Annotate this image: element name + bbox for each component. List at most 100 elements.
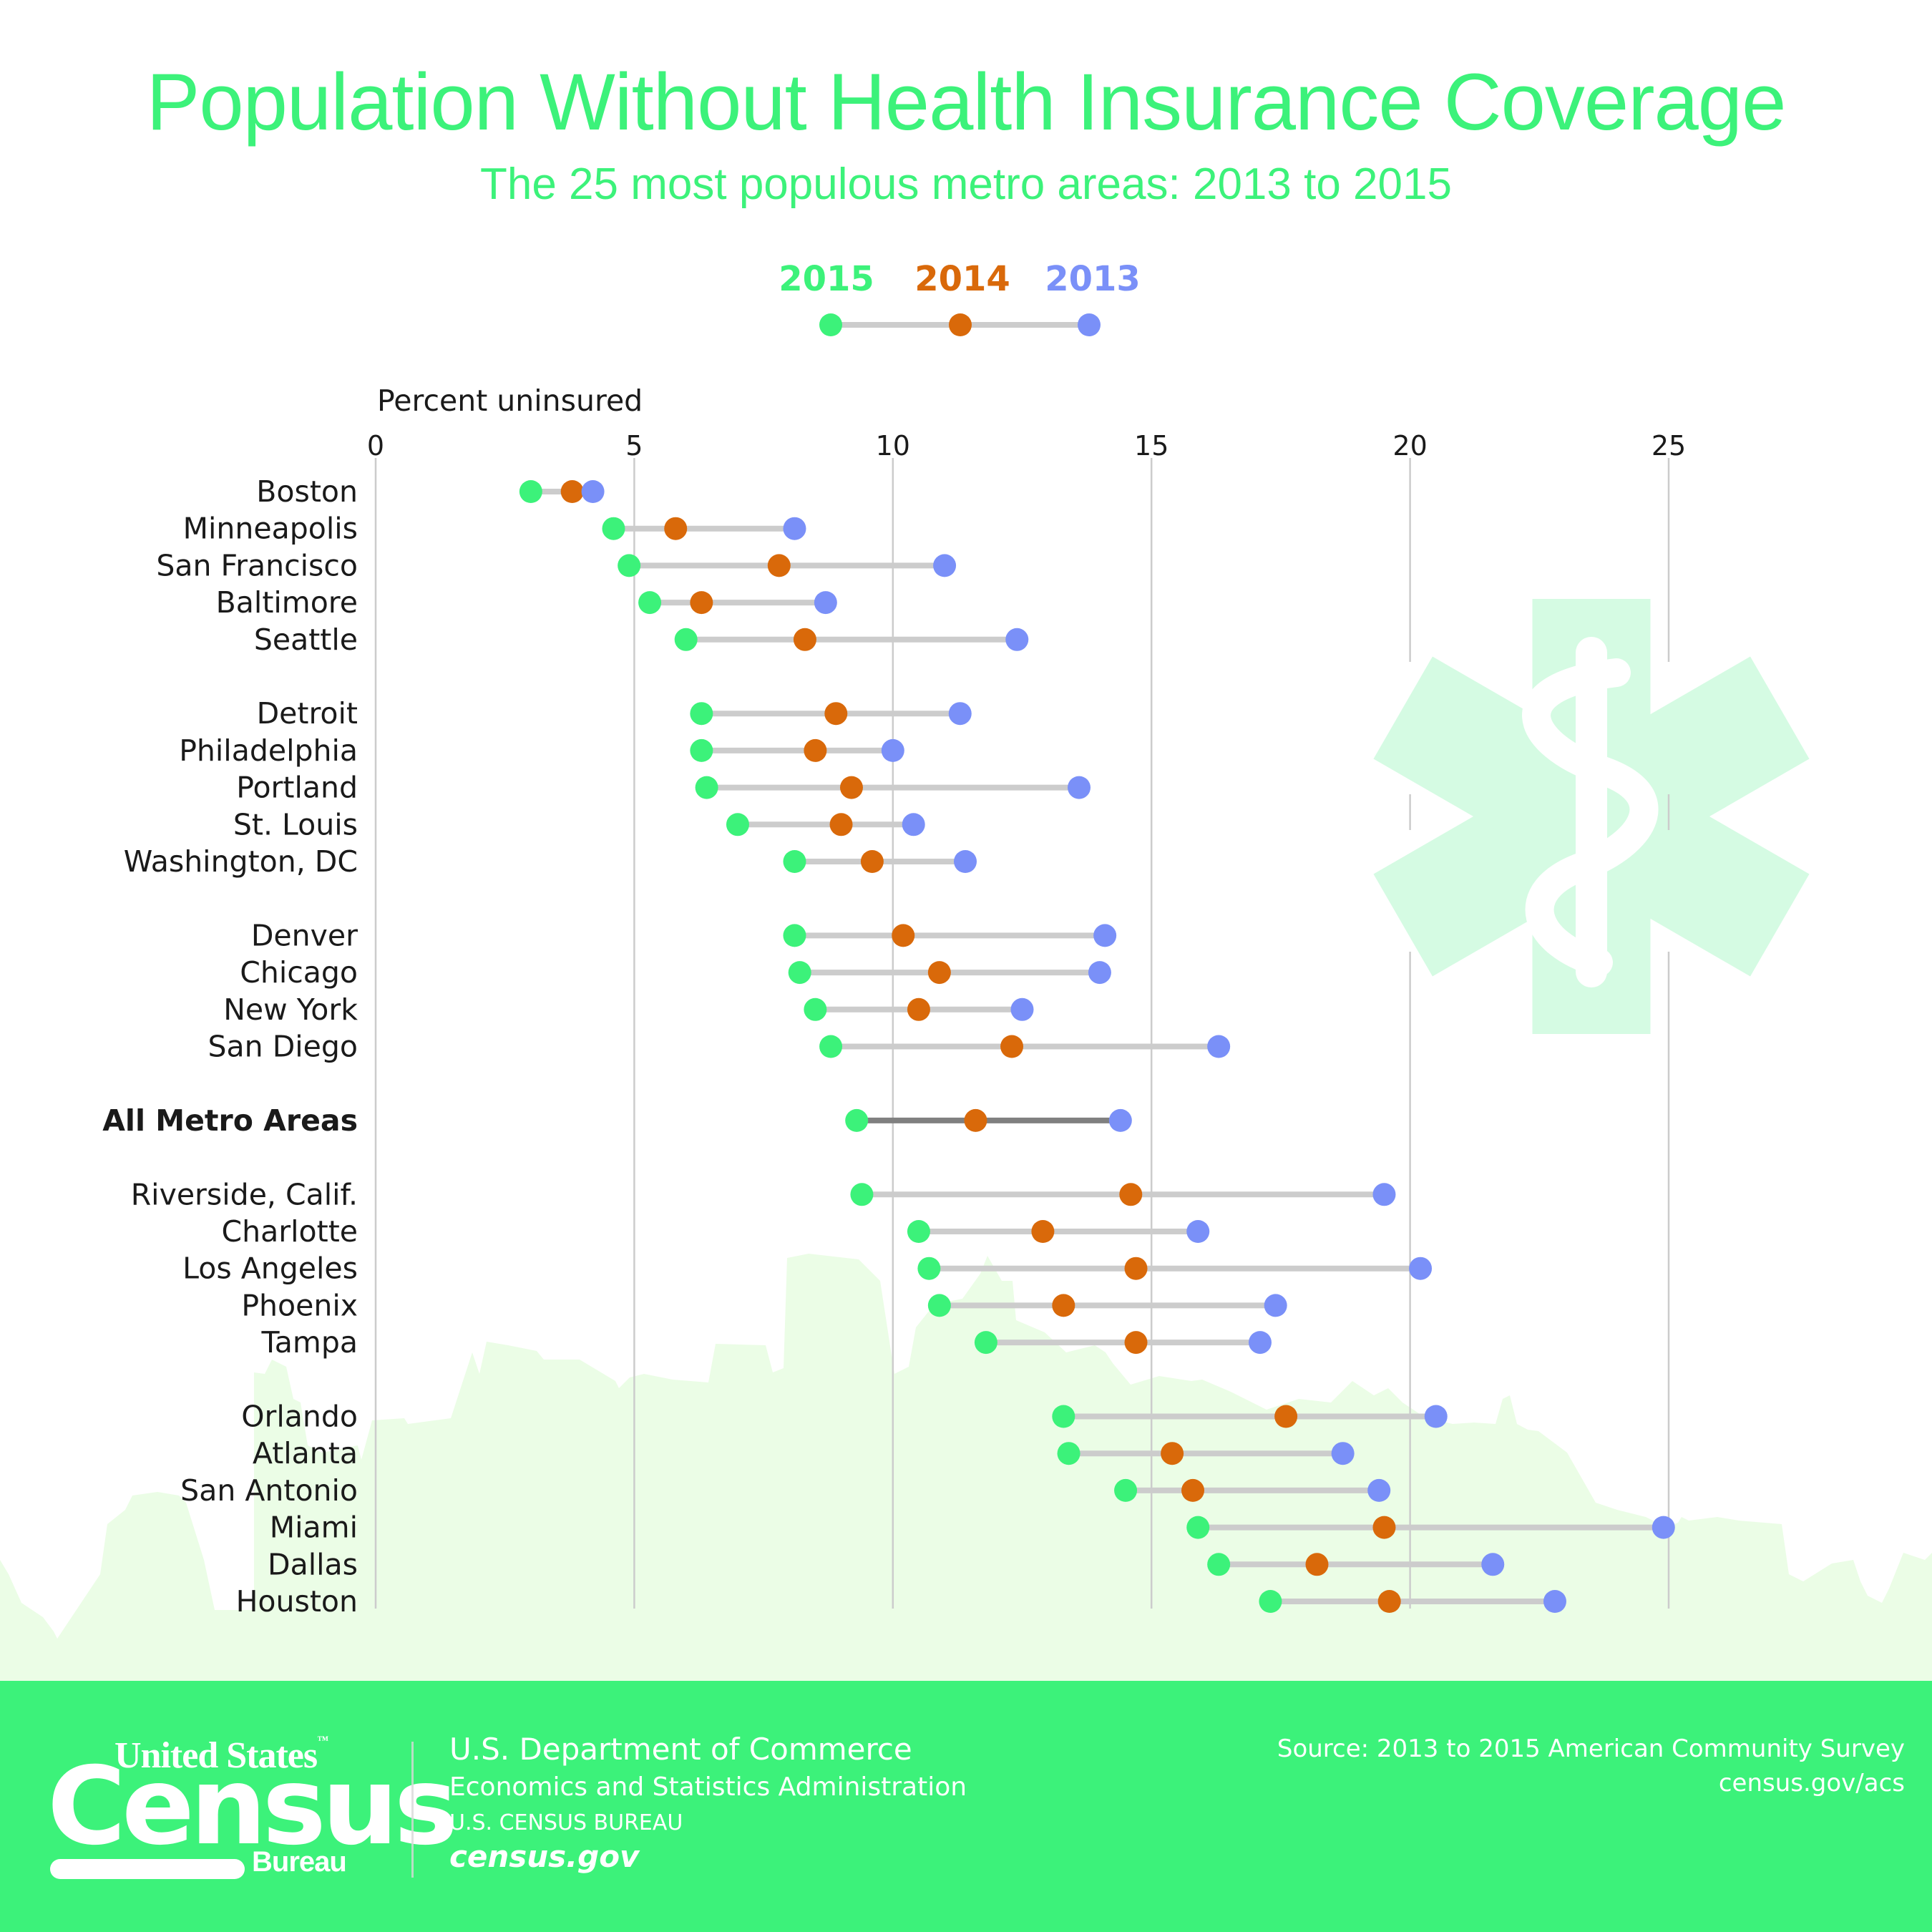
row-st-louis: St. Louis	[233, 807, 925, 841]
dot-2015	[819, 1035, 843, 1058]
dot-2015	[804, 997, 827, 1021]
dot-2015	[1114, 1478, 1138, 1502]
row-label: Miami	[270, 1511, 358, 1545]
row-los-angeles: Los Angeles	[182, 1252, 1433, 1286]
x-tick-label: 15	[1134, 430, 1169, 462]
dot-2014	[1119, 1183, 1143, 1206]
dot-2015	[602, 517, 625, 540]
dot-2014	[1305, 1553, 1329, 1576]
dot-2014	[804, 738, 827, 762]
row-label: Tampa	[261, 1325, 358, 1360]
row-portland: Portland	[236, 771, 1091, 805]
dot-2013	[1264, 1294, 1287, 1317]
row-label: New York	[223, 992, 358, 1027]
row-boston: Boston	[256, 474, 605, 509]
dot-2014	[1052, 1294, 1075, 1317]
row-label: Detroit	[257, 696, 358, 731]
dot-2014	[907, 997, 930, 1021]
row-all-metro-areas: All Metro Areas	[102, 1103, 1132, 1138]
chart-subtitle: The 25 most populous metro areas: 2013 t…	[480, 160, 1452, 209]
dot-2013	[1424, 1405, 1448, 1428]
source-url-link[interactable]: census.gov/acs	[1718, 1769, 1905, 1797]
skyline-shape	[0, 1254, 1932, 1681]
row-label: Chicago	[240, 955, 358, 990]
row-chicago: Chicago	[240, 955, 1111, 990]
row-label: Baltimore	[216, 585, 358, 620]
dot-2015	[917, 1257, 941, 1280]
row-label: Riverside, Calif.	[131, 1177, 358, 1211]
dot-2015	[927, 1294, 951, 1317]
row-label: Boston	[256, 474, 358, 509]
dot-2014	[690, 591, 713, 615]
dot-2015	[850, 1183, 874, 1206]
dot-2015	[1186, 1516, 1210, 1539]
dot-2014	[1124, 1331, 1148, 1355]
dot-2015	[690, 738, 713, 762]
census-logo-united-states: United States™	[114, 1735, 328, 1777]
dot-2015	[618, 554, 641, 577]
logo-text-united-states: United States	[114, 1735, 318, 1776]
dot-2014	[1000, 1035, 1024, 1058]
row-label: All Metro Areas	[102, 1103, 358, 1138]
dot-2014	[1161, 1442, 1184, 1465]
census-gov-link[interactable]: census.gov	[449, 1839, 640, 1874]
dot-2015	[1259, 1590, 1282, 1613]
dot-2015	[638, 591, 662, 615]
row-label: Phoenix	[241, 1288, 358, 1322]
dot-2013	[881, 738, 904, 762]
dot-2013	[1331, 1442, 1355, 1465]
dot-2015	[690, 702, 713, 726]
row-label: Seattle	[254, 623, 358, 657]
dot-2015	[1052, 1405, 1075, 1428]
dot-2015	[519, 480, 542, 503]
x-tick-label: 20	[1392, 430, 1427, 462]
legend-dot-2014	[949, 313, 972, 336]
row-san-diego: San Diego	[208, 1030, 1231, 1064]
dot-2013	[1108, 1108, 1132, 1132]
x-tick-label: 10	[876, 430, 910, 462]
dept-commerce: U.S. Department of Commerce	[449, 1732, 912, 1767]
dot-2014	[1181, 1478, 1205, 1502]
x-tick-label: 25	[1652, 430, 1686, 462]
row-orlando: Orlando	[241, 1400, 1448, 1434]
row-washington-dc: Washington, DC	[124, 844, 977, 879]
dot-2013	[783, 517, 806, 540]
dot-2015	[1207, 1553, 1231, 1576]
row-riverside-calif: Riverside, Calif.	[131, 1177, 1396, 1211]
dot-2015	[726, 813, 749, 836]
dot-2014	[1274, 1405, 1298, 1428]
dot-2014	[927, 961, 951, 985]
dot-2015	[783, 850, 806, 873]
row-san-francisco: San Francisco	[156, 548, 957, 582]
dot-2013	[1652, 1516, 1675, 1539]
row-baltimore: Baltimore	[216, 585, 837, 620]
dot-2013	[814, 591, 837, 615]
row-label: Charlotte	[222, 1214, 358, 1249]
dot-2013	[1088, 961, 1111, 985]
dot-2014	[829, 813, 853, 836]
star-of-life-icon	[1373, 599, 1810, 1034]
dot-2013	[1068, 776, 1091, 799]
dot-2015	[695, 776, 718, 799]
dot-2014	[1031, 1220, 1055, 1243]
row-label: Dallas	[268, 1547, 358, 1581]
row-dallas: Dallas	[268, 1547, 1505, 1581]
x-tick-label: 0	[367, 430, 384, 462]
row-label: Portland	[236, 771, 358, 805]
dot-2014	[1377, 1590, 1401, 1613]
row-charlotte: Charlotte	[222, 1214, 1210, 1249]
dot-2013	[1248, 1331, 1272, 1355]
dot-2015	[783, 924, 806, 947]
dot-2014	[560, 480, 584, 503]
dot-2015	[907, 1220, 930, 1243]
x-tick-label: 5	[625, 430, 643, 462]
dot-2013	[1372, 1183, 1396, 1206]
legend-label-2014: 2014	[914, 259, 1010, 299]
dot-2013	[1010, 997, 1034, 1021]
row-label: San Francisco	[156, 548, 358, 582]
dept-census-bureau: U.S. CENSUS BUREAU	[449, 1810, 683, 1835]
row-label: Atlanta	[253, 1436, 358, 1470]
serpent-icon	[1522, 658, 1659, 977]
dot-2014	[892, 924, 915, 947]
